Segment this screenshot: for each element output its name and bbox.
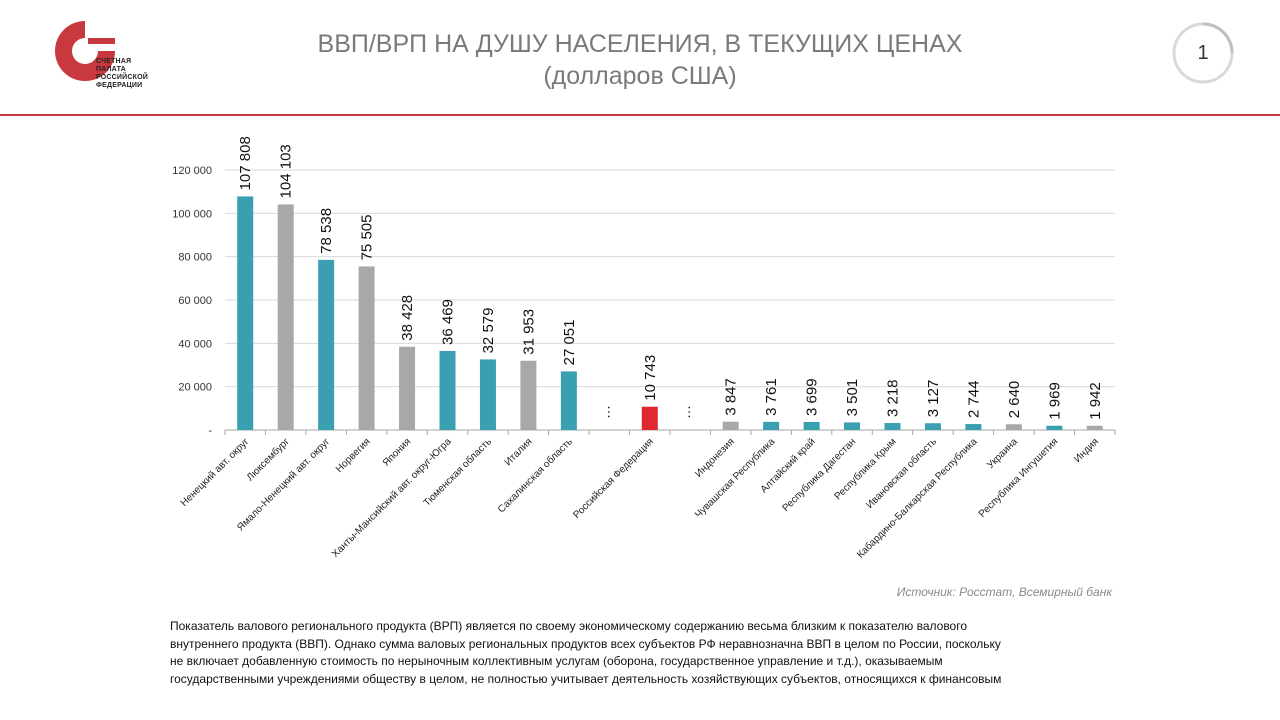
header-divider [0,114,1280,116]
bar-value-label: 3 847 [723,378,740,416]
category-label: Норвегия [334,436,373,475]
category-label: Республика Дагестан [780,436,858,514]
bar [1046,425,1063,430]
bar-value-label: 78 538 [318,208,335,254]
title-line-1: ВВП/ВРП НА ДУШУ НАСЕЛЕНИЯ, В ТЕКУЩИХ ЦЕН… [317,30,963,58]
bar-chart: - 20 000 40 000 60 000 80 000 100 000 120 000 1… [172,136,1116,561]
source-note: Источник: Росстат, Всемирный банк [896,585,1112,599]
bar [965,424,982,430]
category-label: Италия [503,436,535,468]
bar-value-label: 1 969 [1046,382,1063,420]
category-label: Российская Федерация [571,436,656,521]
bar [844,422,861,430]
bar [520,360,537,430]
bar-value-label: 104 103 [278,144,295,198]
bar [1005,424,1022,430]
bar [358,266,375,430]
bar-value-label: 107 808 [237,136,254,190]
description-line: государственными учреждениями обществу в… [170,671,1002,686]
y-tick-label: 120 000 [172,165,212,177]
bar-value-label: 2 744 [965,381,982,419]
y-tick-label: 40 000 [178,338,212,350]
bar-value-label: 3 761 [763,378,780,416]
logo-line: РОССИЙСКОЙ [96,74,148,81]
category-label: Чувашская Республика [692,435,777,520]
category-label: Ненецкий авт. округ [179,436,252,509]
y-tick-label: 80 000 [178,252,212,264]
y-tick-label: 100 000 [172,208,212,220]
bar [399,346,416,430]
description-line: не включает добавленную стоимость по нер… [170,654,943,668]
logo-line: ПАЛАТА [96,66,126,73]
bar [722,421,739,430]
bar-value-label: 36 469 [440,299,457,345]
bar [1086,425,1103,430]
bar [924,423,941,430]
category-label: Республика Ингушетия [976,436,1060,520]
bar [277,204,294,430]
category-label: Индия [1072,436,1101,465]
description-line: Показатель валового регионального продук… [170,619,968,633]
accounts-chamber-logo [50,16,160,96]
title-line-2: (долларов США) [543,62,737,90]
category-label: Индонезия [693,436,737,480]
bar-value-label: 3 218 [885,379,902,417]
bar-value-label: 3 699 [804,378,821,416]
category-label: Ивановская область [864,436,939,511]
y-tick-label: - [208,425,212,437]
page-number-circle [1172,22,1234,84]
bar-value-label: 2 640 [1006,381,1023,419]
bar [884,423,901,430]
bar-value-label: 75 505 [359,215,376,261]
bar-value-label: 3 127 [925,380,942,418]
page-number: 1 [1197,42,1209,64]
bar [763,421,780,430]
bar [237,196,254,430]
logo-text: СЧЕТНАЯ ПАЛАТА РОССИЙСКОЙ ФЕДЕРАЦИИ [96,58,148,90]
bar-value-label: 10 743 [642,355,659,401]
logo-line: ФЕДЕРАЦИИ [96,82,143,89]
description-line: внутреннего продукта (ВВП). Однако сумма… [170,636,1001,651]
category-label: Тюменская область [421,436,494,509]
description-paragraph: Показатель валового регионального продук… [170,618,1120,688]
bar-value-label: 38 428 [399,295,416,341]
bar-value-label: 3 501 [844,379,861,417]
bar-value-label: 1 942 [1087,382,1104,420]
gap-ellipsis: … [677,405,693,419]
bar-value-label: 31 953 [520,309,537,355]
bar [803,421,820,430]
y-tick-label: 60 000 [178,295,212,307]
y-tick-label: 20 000 [178,382,212,394]
bar-value-label: 32 579 [480,308,497,354]
logo-line: СЧЕТНАЯ [96,58,132,65]
category-label: Сахалинская область [495,436,575,516]
bar [641,406,658,430]
bar-value-label: 27 051 [561,319,578,365]
bar [318,259,335,430]
bar [439,350,456,430]
slide-title: ВВП/ВРП НА ДУШУ НАСЕЛЕНИЯ, В ТЕКУЩИХ ЦЕН… [240,28,1040,92]
category-label: Япония [381,436,413,468]
logo-emblem-icon [55,21,115,81]
category-label: Украина [985,436,1020,471]
bar [560,371,577,430]
bar [479,359,496,430]
gap-ellipsis: … [596,405,612,419]
